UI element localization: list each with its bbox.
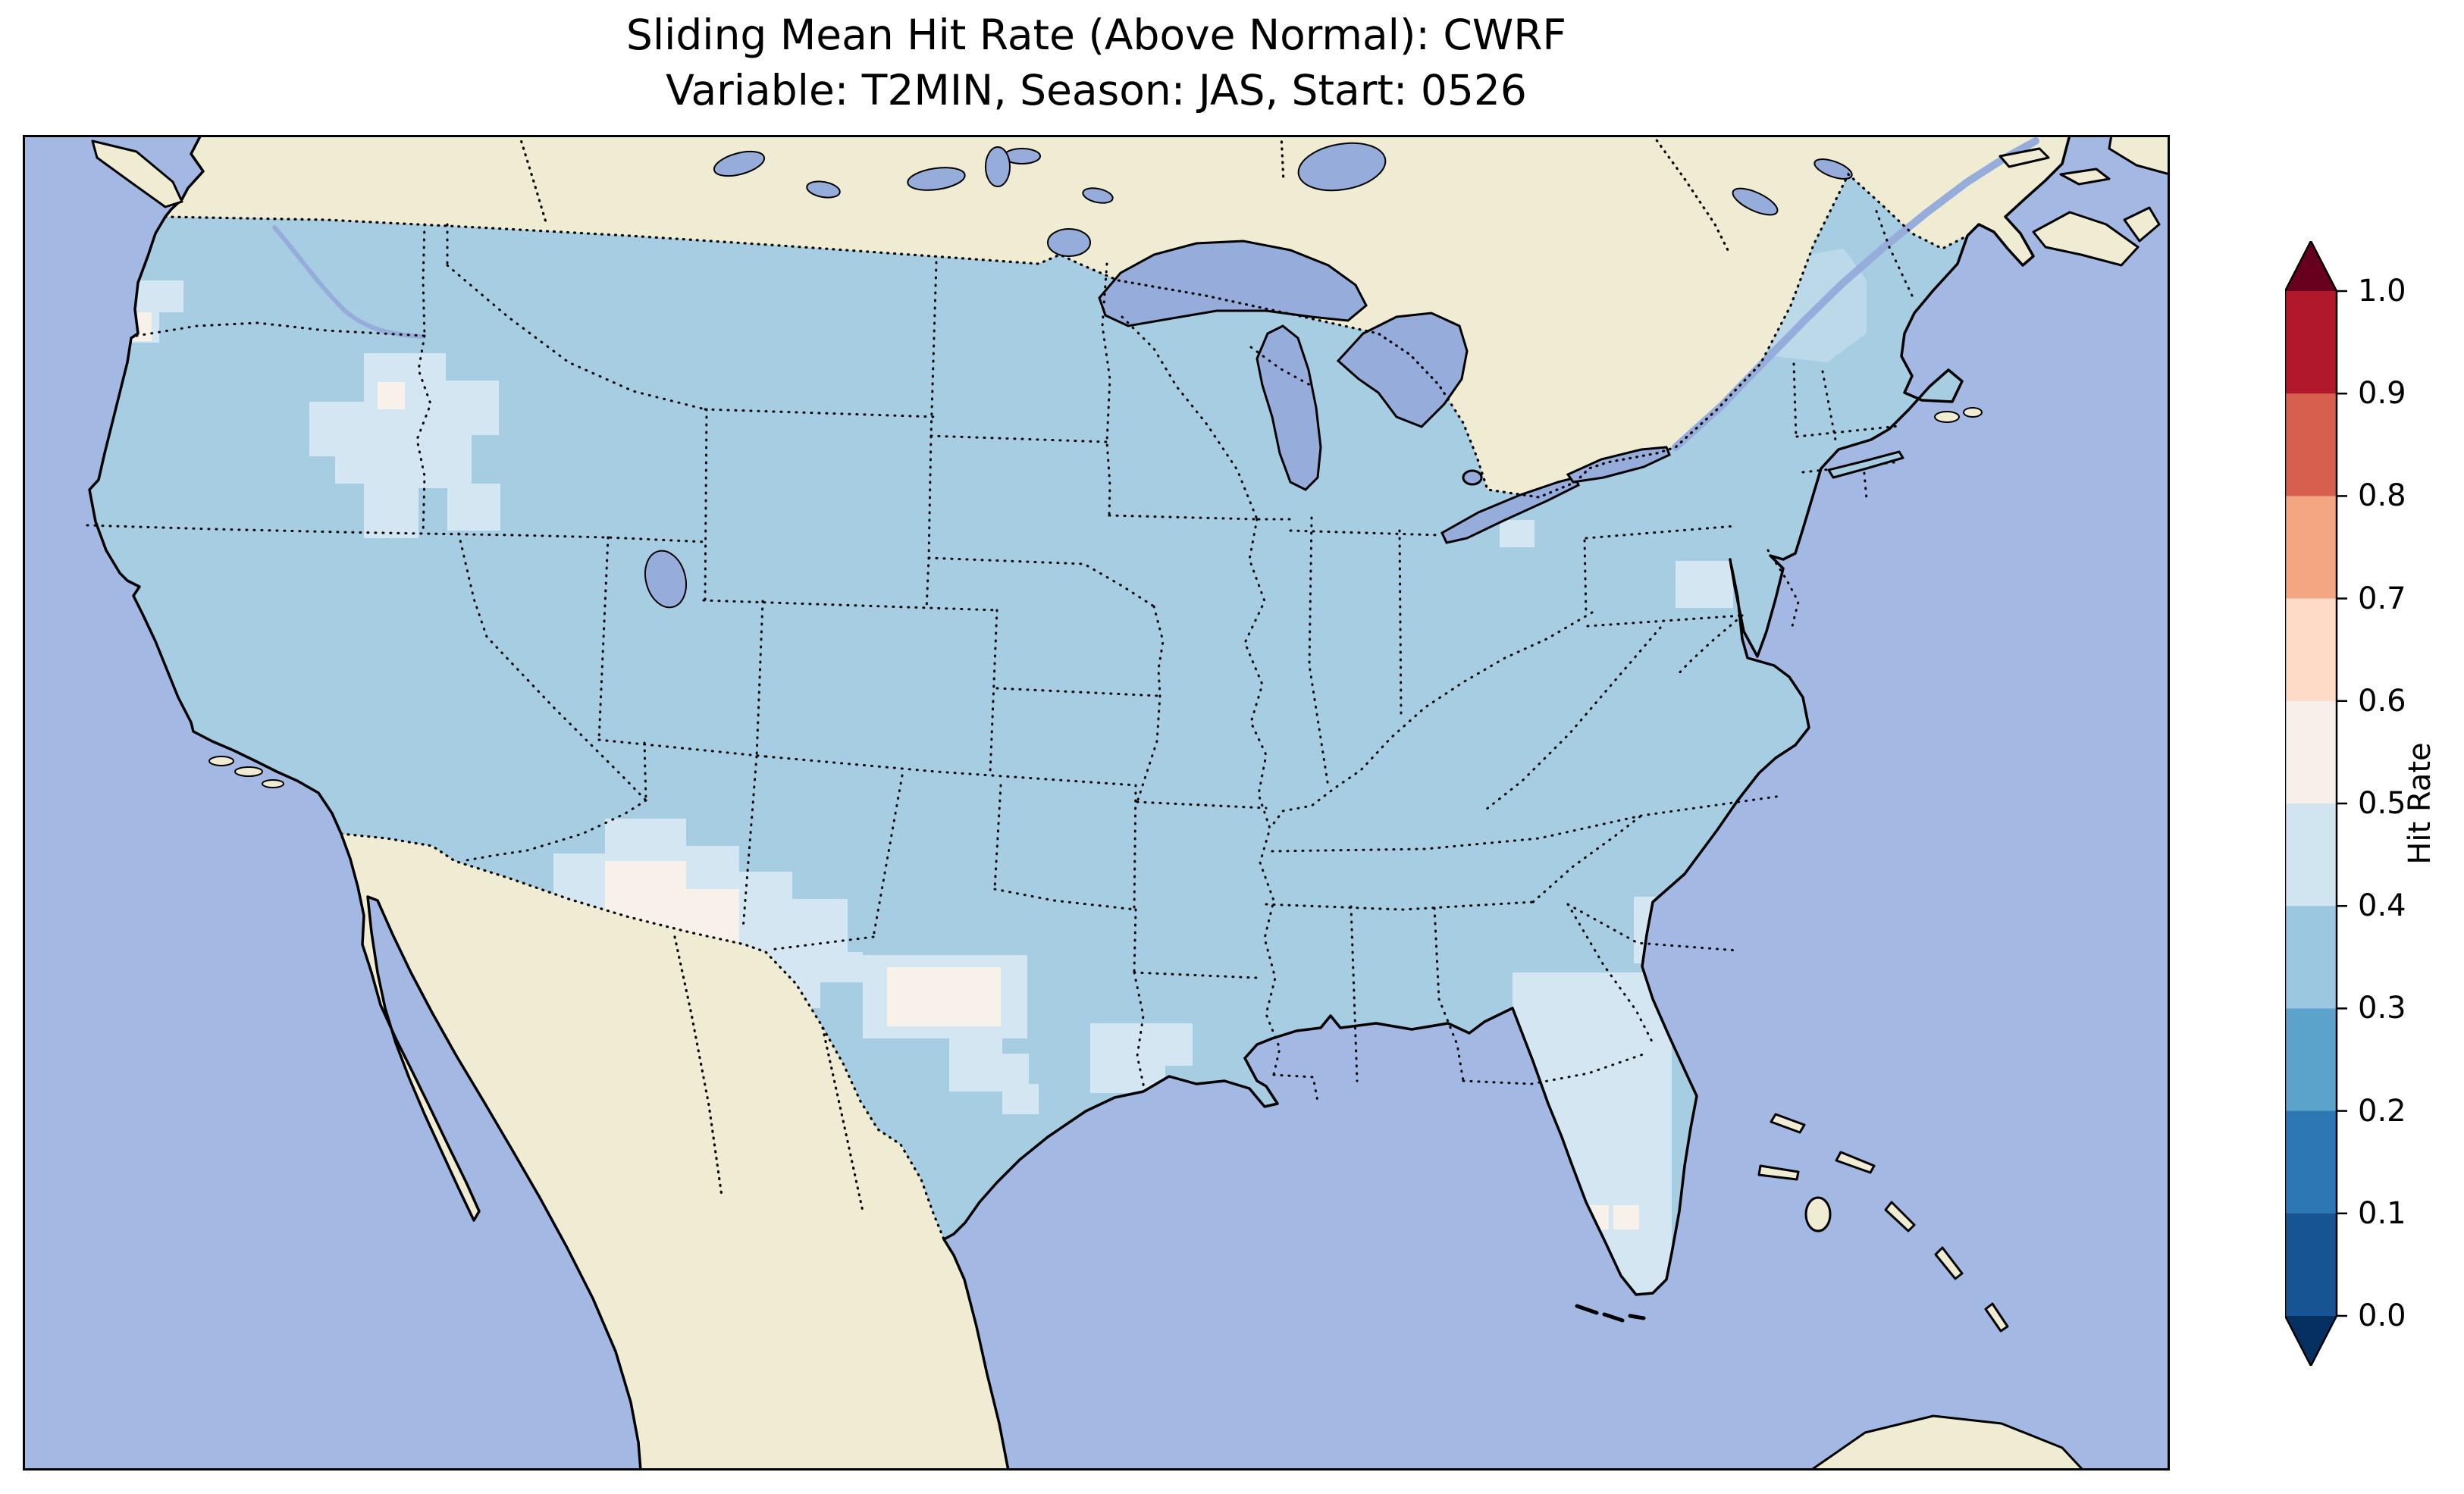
prince-edward-island	[2059, 168, 2111, 186]
colorbar-tick-label: 0.8	[2358, 478, 2406, 514]
patch-chesapeake	[1676, 561, 1733, 608]
nova-scotia	[2032, 211, 2140, 267]
colorbar-tick-label: 0.5	[2358, 786, 2406, 821]
nantucket-islands	[1934, 407, 1983, 423]
colorbar-extend-bottom	[2285, 1316, 2337, 1366]
lake-st-clair	[1462, 469, 1483, 486]
mexico-state-borders	[673, 935, 864, 1213]
patch-texas-coast-2	[1002, 1084, 1039, 1114]
lake-superior	[1098, 240, 1368, 327]
vancouver-island	[91, 139, 183, 208]
patch-texas-coast-1	[974, 1054, 1029, 1085]
lake-michigan	[1256, 324, 1322, 491]
colorbar-tick-label: 0.6	[2358, 683, 2406, 719]
patch-florida-white-2	[1613, 1205, 1639, 1229]
international-borders	[164, 135, 1969, 1241]
colorbar-segment	[2285, 598, 2337, 702]
coastlines	[88, 135, 2071, 1471]
colorbar-segment	[2285, 496, 2337, 600]
colorbar-tick-label: 0.2	[2358, 1093, 2406, 1129]
colorbar-segment	[2285, 393, 2337, 496]
st-lawrence-river	[1672, 137, 2039, 451]
colorbar-segment	[2285, 906, 2337, 1009]
colorbar-tick-label: 0.3	[2358, 991, 2406, 1026]
colorbar-segment	[2285, 1110, 2337, 1214]
patch-louisiana-coast	[1090, 1023, 1193, 1093]
colorbar-tick-label: 0.1	[2358, 1195, 2406, 1231]
colorbar-tick-label: 0.7	[2358, 581, 2406, 616]
florida-keys	[1575, 1304, 1646, 1323]
anticosti-island	[1998, 147, 2050, 168]
small-lakes-and-rivers	[272, 137, 2039, 609]
colorbar-segment	[2285, 700, 2337, 804]
map-panel	[23, 135, 2170, 1471]
colorbar-segment	[2285, 291, 2337, 394]
us-hit-rate-map	[23, 135, 2170, 1471]
colorbar-bar	[2284, 239, 2347, 1368]
patch-texas-white-core	[887, 967, 1001, 1026]
lake-huron	[1336, 312, 1469, 428]
colorbar-segment	[2285, 1008, 2337, 1112]
chart-title-line2: Variable: T2MIN, Season: JAS, Start: 052…	[666, 65, 1527, 114]
colorbar-tick-label: 1.0	[2358, 274, 2406, 309]
great-salt-lake	[644, 550, 687, 609]
cuba	[1809, 1414, 2085, 1471]
colorbar-tick-label: 0.9	[2358, 376, 2406, 412]
patch-great-basin-ext	[447, 484, 500, 531]
newfoundland	[2108, 135, 2170, 176]
colorbar-segment	[2285, 803, 2337, 907]
us-mexico-border	[340, 832, 945, 1241]
colorbar-tick-label: 0.4	[2358, 888, 2406, 924]
chart-title: Sliding Mean Hit Rate (Above Normal): CW…	[23, 8, 2170, 117]
bahamas	[1757, 1113, 2009, 1333]
colorbar-segment	[2285, 1213, 2337, 1317]
state-borders	[86, 205, 1914, 1103]
columbia-river	[272, 225, 425, 339]
channel-islands	[208, 756, 284, 788]
colorbar: 1.0 0.9 0.8 0.7 0.6 0.5 0.4 0.3 0.2 0.1 0.0 Hit Ra…	[2284, 239, 2464, 1368]
long-island	[1827, 450, 1904, 479]
canada-province-borders	[518, 135, 1732, 256]
patch-great-basin-white-cell	[378, 382, 405, 409]
islands	[91, 135, 2170, 1471]
colorbar-axis-label: Hit Rate	[2403, 742, 2437, 865]
map-frame	[23, 135, 2170, 1471]
chart-title-line1: Sliding Mean Hit Rate (Above Normal): CW…	[625, 11, 1567, 59]
patch-lake-erie-south	[1500, 520, 1535, 547]
cape-breton	[2123, 206, 2161, 243]
colorbar-extend-top	[2285, 241, 2337, 291]
colorbar-tick-label: 0.0	[2358, 1298, 2406, 1333]
patch-great-basin	[309, 353, 499, 538]
